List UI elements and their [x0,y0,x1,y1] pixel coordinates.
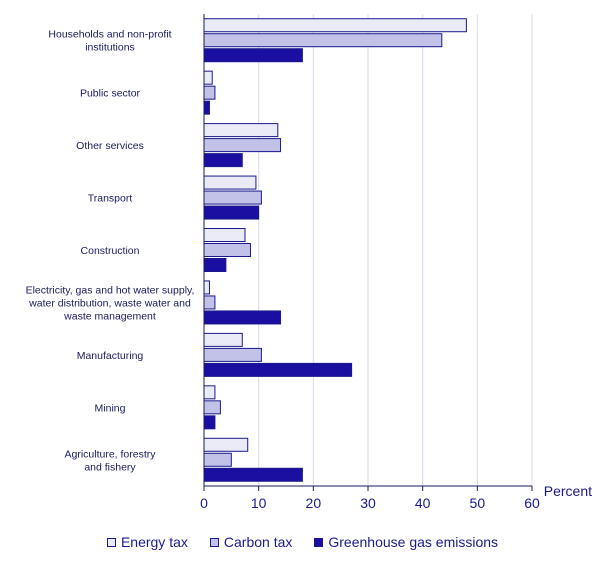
gridlines [258,14,533,486]
bar-manufacturing-carbon-tax [203,347,262,362]
category-label-line: Electricity, gas and hot water supply, [26,284,195,296]
bar-public-sector-energy-tax [203,70,213,85]
bar-households-and-non-profit-institutions-carbon-tax [203,33,443,48]
legend-item-energy-tax: Energy tax [106,534,188,550]
category-label-line: Public sector [80,88,141,100]
bar-other-services-greenhouse-gas-emissions [203,153,243,168]
bar-other-services-carbon-tax [203,138,282,153]
legend-label-energy-tax: Energy tax [120,534,188,550]
legend: Energy tax Carbon tax Greenhouse gas emi… [0,534,605,550]
bar-agriculture-forestry-and-fishery-carbon-tax [203,452,232,467]
bar-households-and-non-profit-institutions-greenhouse-gas-emissions [203,48,303,63]
category-label-line: and fishery [84,461,136,473]
bar-mining-carbon-tax [203,400,221,415]
bar-construction-energy-tax [203,228,246,242]
legend-swatch-energy-tax [106,537,116,547]
category-label-line: Transport [88,193,133,205]
category-label-line: Agriculture, forestry [64,448,156,460]
category-label-line: waste management [63,310,156,322]
x-tick-label-10: 10 [251,495,267,511]
category-labels: Households and non-profit institutions Pub… [26,29,195,474]
category-label-transport: Transport [88,193,133,205]
bar-agriculture-forestry-and-fishery-greenhouse-gas-emissions [203,467,303,482]
x-tick-label-30: 30 [360,495,376,511]
legend-item-carbon-tax: Carbon tax [209,534,293,550]
category-label-manufacturing: Manufacturing [77,350,144,362]
category-label-public-sector: Public sector [80,88,141,100]
category-label-line: Other services [76,140,144,152]
bar-electricity-gas-and-hot-water-supply-water-distribution-waste-water-and-waste-management-carbon-tax [203,295,216,310]
bar-public-sector-greenhouse-gas-emissions [203,100,210,115]
bar-electricity-gas-and-hot-water-supply-water-distribution-waste-water-and-waste-management-energy-tax [203,280,210,295]
bar-manufacturing-energy-tax [203,332,243,347]
legend-item-greenhouse-gas-emissions: Greenhouse gas emissions [314,534,498,550]
legend-swatch-carbon-tax [209,537,219,547]
x-tick-label-0: 0 [200,495,208,511]
category-label-line: Households and non-profit [48,29,171,41]
category-label-households-and-non-profit-institutions: Households and non-profit institutions [48,29,171,54]
bar-transport-greenhouse-gas-emissions [203,205,260,220]
bar-mining-energy-tax [203,385,216,400]
legend-label-carbon-tax: Carbon tax [223,534,293,550]
bar-transport-carbon-tax [203,190,262,205]
bar-public-sector-carbon-tax [203,85,216,100]
x-tick-label-40: 40 [415,495,431,511]
category-label-line: Manufacturing [77,350,144,362]
x-tick-label-50: 50 [470,495,486,511]
bar-manufacturing-greenhouse-gas-emissions [203,362,353,377]
category-label-agriculture-forestry-and-fishery: Agriculture, forestry and fishery [64,448,156,473]
category-label-other-services: Other services [76,140,144,152]
bar-other-services-energy-tax [203,123,279,138]
category-label-line: Construction [81,245,140,257]
bar-construction-carbon-tax [203,243,251,257]
bar-construction-greenhouse-gas-emissions [203,258,227,272]
category-label-mining: Mining [95,402,126,414]
legend-label-greenhouse-gas-emissions: Greenhouse gas emissions [328,534,499,550]
category-label-electricity-gas-and-hot-water-supply-water-distribution-waste-water-and-waste-management: Electricity, gas and hot water supply, wa… [26,284,195,322]
bar-transport-energy-tax [203,175,257,190]
category-label-line: Mining [95,402,126,414]
x-tick-label-60: 60 [524,495,540,511]
bar-agriculture-forestry-and-fishery-energy-tax [203,437,249,452]
category-label-line: institutions [85,42,135,54]
bar-mining-greenhouse-gas-emissions [203,415,216,430]
bars [203,18,467,482]
bar-electricity-gas-and-hot-water-supply-water-distribution-waste-water-and-waste-management-greenhouse-gas-emissions [203,310,282,325]
x-axis-unit-label: Percent [544,483,592,499]
category-label-line: water distribution, waste water and [28,297,191,309]
bar-households-and-non-profit-institutions-energy-tax [203,18,467,33]
category-label-construction: Construction [81,245,140,257]
x-tick-label-20: 20 [306,495,322,511]
legend-swatch-greenhouse-gas-emissions [314,537,324,547]
